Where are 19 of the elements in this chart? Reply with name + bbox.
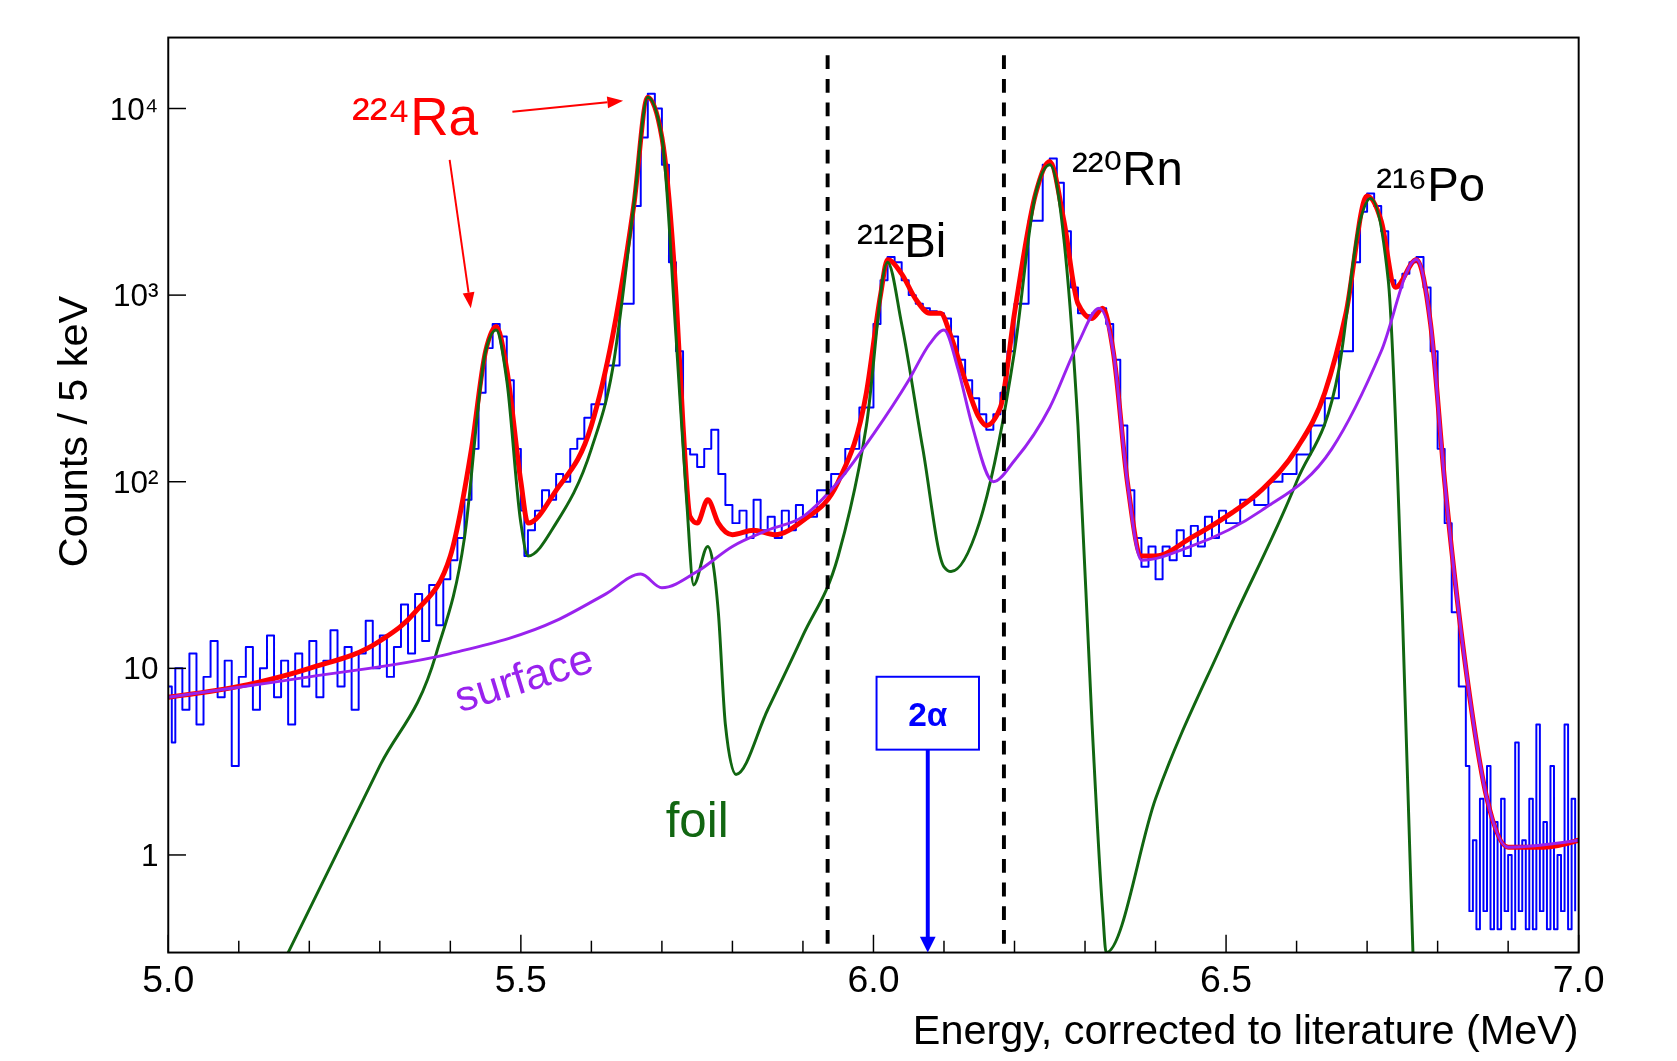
y-tick-label: 10⁴ (109, 90, 159, 127)
x-tick-label: 6.0 (847, 957, 900, 1000)
annotation: 2α (908, 696, 948, 734)
x-tick-label: 7.0 (1552, 957, 1605, 1000)
annotation: ²²⁴Ra (351, 87, 479, 147)
x-tick-label: 5.0 (142, 957, 195, 1000)
annotation: ²¹²Bi (857, 214, 947, 268)
annotation: ²¹⁶Po (1376, 157, 1485, 211)
x-axis-title: Energy, corrected to literature (MeV) (912, 1007, 1579, 1054)
x-tick-label: 5.5 (494, 957, 547, 1000)
x-tick-label: 6.5 (1200, 957, 1253, 1000)
text: surface (448, 633, 599, 722)
y-tick-label: 1 (140, 836, 159, 873)
y-axis-title: Counts / 5 keV (50, 295, 97, 568)
series-label: foil (665, 791, 729, 847)
annotation: ²²⁰Rn (1071, 141, 1183, 195)
y-tick-label: 10³ (112, 277, 159, 314)
y-tick-label: 10² (112, 463, 159, 500)
y-tick-label: 10 (123, 650, 159, 687)
